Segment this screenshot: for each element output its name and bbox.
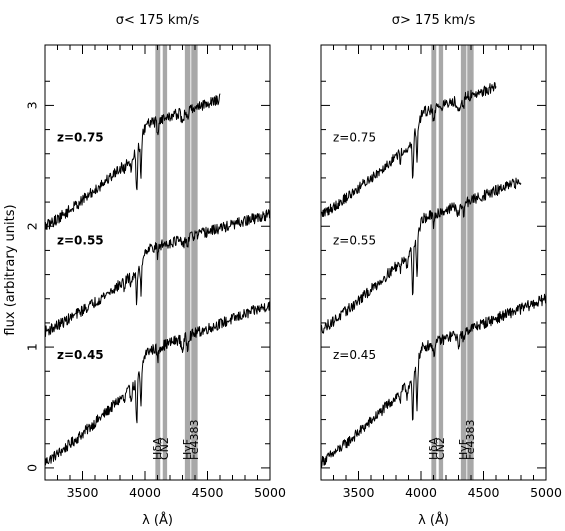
index-band [438,45,444,480]
index-band [155,45,161,480]
redshift-label: z=0.75 [333,131,376,145]
index-band [184,45,191,480]
y-tick-label: 1 [25,343,40,351]
x-axis-label: λ (Å) [418,512,449,528]
spectrum-line [44,93,221,230]
y-axis-label: flux (arbitrary units) [3,204,18,335]
index-label: CN2 [434,437,447,460]
redshift-label: z=0.55 [57,233,104,247]
spectrum-line [44,209,271,337]
redshift-label: z=0.55 [333,233,376,247]
redshift-label: z=0.75 [57,131,104,145]
index-band [460,45,467,480]
x-tick-label: 5000 [530,485,562,500]
x-tick-label: 4500 [468,485,500,500]
x-tick-label: 4500 [192,485,224,500]
spectrum-line [44,301,271,466]
y-tick-label: 3 [25,101,40,109]
index-band [467,45,474,480]
redshift-label: z=0.45 [333,348,376,362]
spectrum-line [320,177,522,334]
panel-title: σ< 175 km/s [116,13,200,28]
index-band [431,45,437,480]
x-tick-label: 3500 [67,485,99,500]
y-tick-label: 0 [25,464,40,472]
index-label: HδA [427,437,440,460]
redshift-label: z=0.45 [57,348,104,362]
spectrum-line [320,293,547,468]
index-label: HγF [181,439,194,460]
index-band [191,45,198,480]
x-tick-label: 3500 [343,485,375,500]
x-tick-label: 5000 [254,485,286,500]
index-label: HγF [457,439,470,460]
index-label: Fe4383 [188,420,201,461]
spectrum-line [320,82,497,217]
index-label: Fe4383 [464,420,477,461]
panel-right: σ> 175 km/s 3500 4000 4500 5000 λ (Å) z=0.45 z=… [320,13,562,528]
index-band [162,45,168,480]
panel-left: σ< 175 km/s 3500 4000 4500 5000 0 1 2 3 λ (Å) z=0.… [25,13,286,528]
x-tick-label: 4000 [129,485,161,500]
panel-title: σ> 175 km/s [392,13,476,28]
index-label: CN2 [158,437,171,460]
index-label: HδA [151,437,164,460]
x-tick-label: 4000 [405,485,437,500]
x-axis-label: λ (Å) [142,512,173,528]
y-tick-label: 2 [25,222,40,230]
